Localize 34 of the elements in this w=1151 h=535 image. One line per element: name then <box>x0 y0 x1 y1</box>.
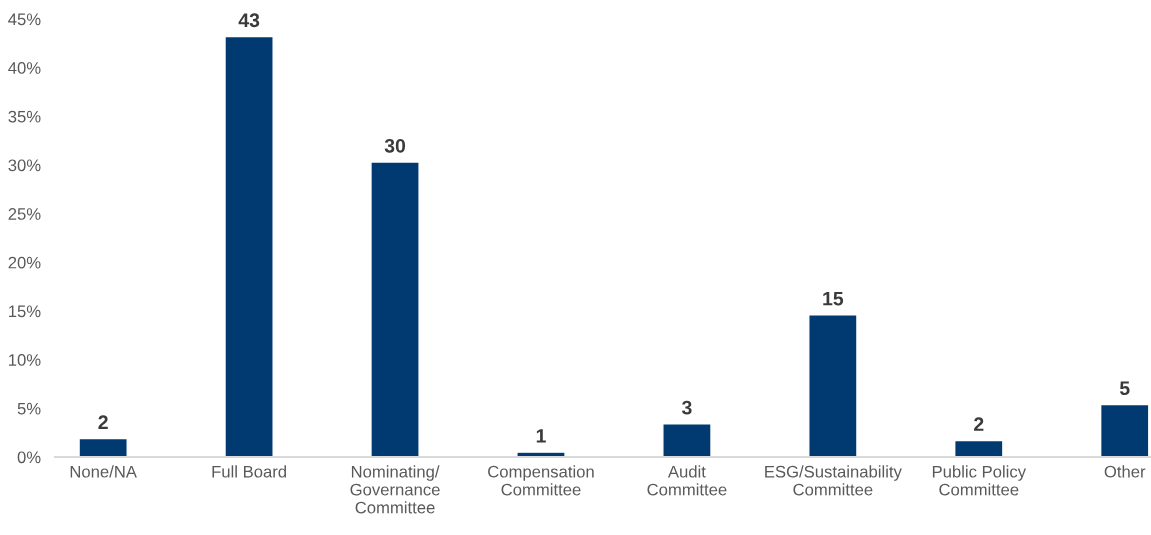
bar <box>1099 403 1150 457</box>
bar <box>224 35 274 457</box>
data-label: 3 <box>681 400 692 415</box>
y-tick-label: 5% <box>17 402 41 415</box>
y-tick-label: 35% <box>8 110 41 123</box>
bar <box>954 439 1004 457</box>
y-tick-label: 30% <box>8 159 41 172</box>
y-tick-label: 40% <box>8 62 41 74</box>
data-label: 2 <box>98 415 108 429</box>
data-label: 2 <box>974 417 984 431</box>
bar <box>78 437 128 457</box>
y-tick-label: 25% <box>8 208 41 220</box>
x-tick-label: Audit Committee <box>647 465 727 496</box>
x-tick-label: Full Board <box>212 465 287 478</box>
y-tick-label: 10% <box>9 354 41 366</box>
bar <box>516 451 566 457</box>
x-tick-label: None/NA <box>70 465 137 478</box>
x-tick-label: Nominating/ Governance Committee <box>350 465 440 514</box>
bar <box>808 314 858 457</box>
data-label: 5 <box>1119 381 1130 396</box>
y-tick-label: 45% <box>8 13 41 26</box>
y-tick-label: 15% <box>9 305 41 318</box>
y-tick-label: 0% <box>17 451 41 464</box>
y-tick-label: 20% <box>8 256 41 269</box>
data-label: 1 <box>536 429 546 443</box>
data-label: 43 <box>238 13 260 28</box>
data-label: 30 <box>384 138 406 153</box>
x-tick-label: ESG/Sustainability Committee <box>765 465 902 496</box>
data-label: 15 <box>823 291 844 306</box>
x-tick-label: Other <box>1104 465 1146 478</box>
x-tick-label: Compensation Committee <box>488 465 594 496</box>
bar <box>662 423 712 457</box>
x-tick-label: Public Policy Committee <box>932 465 1026 496</box>
bar <box>370 161 420 457</box>
